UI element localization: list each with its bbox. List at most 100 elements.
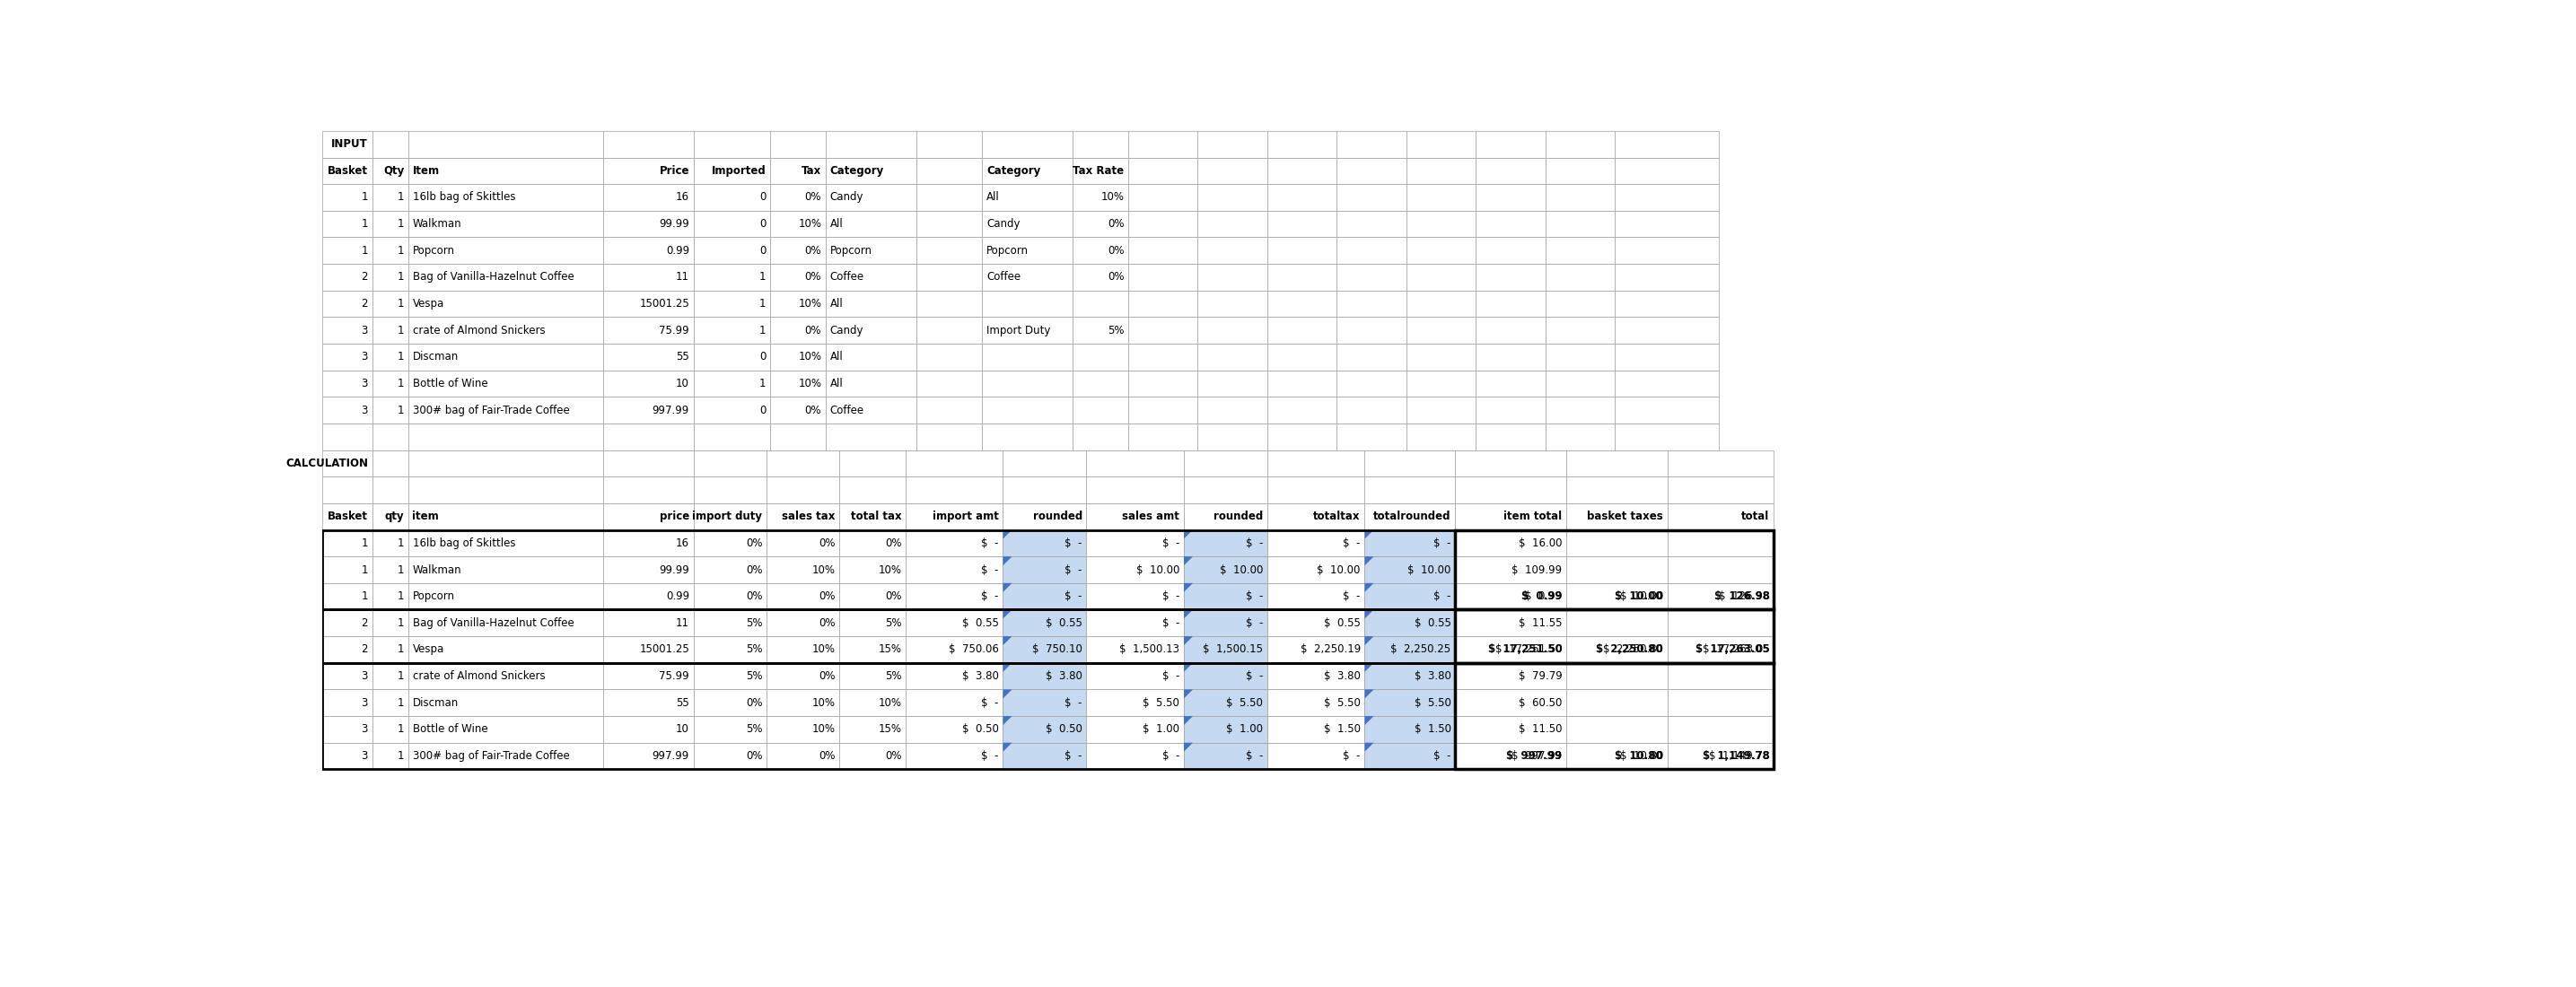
Text: 0%: 0% <box>819 750 835 762</box>
Bar <box>1128 131 1198 158</box>
Text: $  0.55: $ 0.55 <box>1324 617 1360 629</box>
Bar <box>1667 450 1775 477</box>
Bar <box>1072 184 1128 210</box>
Bar <box>1566 663 1667 690</box>
Bar <box>1455 530 1566 557</box>
Bar <box>371 530 407 557</box>
Bar <box>1365 477 1455 503</box>
Text: 0%: 0% <box>1108 218 1123 230</box>
Bar <box>1185 690 1267 716</box>
Text: 15001.25: 15001.25 <box>639 298 690 310</box>
Text: $  -: $ - <box>1435 537 1450 549</box>
Text: 0%: 0% <box>884 750 902 762</box>
Bar <box>1128 397 1198 423</box>
Bar <box>693 184 770 210</box>
Text: Candy: Candy <box>987 218 1020 230</box>
Bar <box>1455 637 1566 663</box>
Bar <box>1615 131 1718 158</box>
Text: Import Duty: Import Duty <box>987 325 1051 337</box>
Bar <box>1002 503 1087 530</box>
Bar <box>907 503 1002 530</box>
Bar <box>371 397 407 423</box>
Text: Category: Category <box>987 165 1041 177</box>
Bar <box>693 264 770 290</box>
Bar <box>603 370 693 397</box>
Bar <box>907 530 1002 557</box>
Text: $  1.00: $ 1.00 <box>1226 723 1262 735</box>
Bar <box>1198 184 1267 210</box>
Bar <box>407 716 603 742</box>
Text: $  1,149.78: $ 1,149.78 <box>1708 750 1770 762</box>
Bar <box>1267 503 1365 530</box>
Bar <box>407 184 603 210</box>
Bar <box>693 317 770 343</box>
Bar <box>322 370 371 397</box>
Text: 1: 1 <box>397 564 404 575</box>
Text: $  5.50: $ 5.50 <box>1226 697 1262 709</box>
Text: 75.99: 75.99 <box>659 325 690 337</box>
Bar <box>693 477 768 503</box>
Text: $  0.55: $ 0.55 <box>1046 617 1082 629</box>
Bar <box>1267 210 1337 237</box>
Bar <box>322 317 371 343</box>
Bar <box>371 317 407 343</box>
Bar <box>693 610 768 637</box>
Text: $  750.10: $ 750.10 <box>1033 644 1082 655</box>
Polygon shape <box>1365 610 1373 619</box>
Bar <box>1455 637 1566 663</box>
Text: 1: 1 <box>397 670 404 682</box>
Text: $  0.99: $ 0.99 <box>1525 590 1561 602</box>
Text: $  10.00: $ 10.00 <box>1620 590 1664 602</box>
Bar <box>827 237 917 264</box>
Bar <box>827 158 917 184</box>
Bar <box>1546 264 1615 290</box>
Bar <box>1476 158 1546 184</box>
Text: 1: 1 <box>397 351 404 363</box>
Bar <box>1002 637 1087 663</box>
Bar <box>322 184 371 210</box>
Bar <box>1072 237 1128 264</box>
Text: Discman: Discman <box>412 351 459 363</box>
Bar <box>1337 237 1406 264</box>
Bar <box>1087 637 1185 663</box>
Text: $  11.55: $ 11.55 <box>1520 617 1561 629</box>
Text: $  -: $ - <box>1064 697 1082 709</box>
Bar <box>1128 317 1198 343</box>
Text: 0: 0 <box>760 405 765 416</box>
Text: $  3.80: $ 3.80 <box>963 670 999 682</box>
Text: 10%: 10% <box>811 697 835 709</box>
Text: Popcorn: Popcorn <box>987 245 1028 257</box>
Bar <box>1128 423 1198 450</box>
Text: 0%: 0% <box>819 590 835 602</box>
Text: 1: 1 <box>361 564 368 575</box>
Text: Tax: Tax <box>801 165 822 177</box>
Bar <box>1667 716 1775 742</box>
Bar <box>1087 477 1185 503</box>
Bar <box>407 610 603 637</box>
Bar <box>322 742 371 769</box>
Bar <box>1476 343 1546 370</box>
Bar <box>603 290 693 317</box>
Text: Price: Price <box>659 165 690 177</box>
Bar <box>827 131 917 158</box>
Text: $  1,500.15: $ 1,500.15 <box>1203 644 1262 655</box>
Bar <box>1087 557 1185 583</box>
Bar <box>1185 477 1267 503</box>
Text: $  16.00: $ 16.00 <box>1520 537 1561 549</box>
Text: $  0.99: $ 0.99 <box>1522 590 1561 602</box>
Text: 5%: 5% <box>744 670 762 682</box>
Text: 3: 3 <box>361 325 368 337</box>
Text: 0%: 0% <box>819 617 835 629</box>
Polygon shape <box>1185 530 1193 539</box>
Bar <box>603 690 693 716</box>
Bar <box>693 343 770 370</box>
Text: $  1.50: $ 1.50 <box>1324 723 1360 735</box>
Bar <box>981 343 1072 370</box>
Bar <box>371 503 407 530</box>
Text: $  11.50: $ 11.50 <box>1520 723 1561 735</box>
Text: crate of Almond Snickers: crate of Almond Snickers <box>412 670 546 682</box>
Bar <box>693 637 768 663</box>
Bar <box>768 663 840 690</box>
Polygon shape <box>1365 742 1373 752</box>
Bar <box>1185 557 1267 583</box>
